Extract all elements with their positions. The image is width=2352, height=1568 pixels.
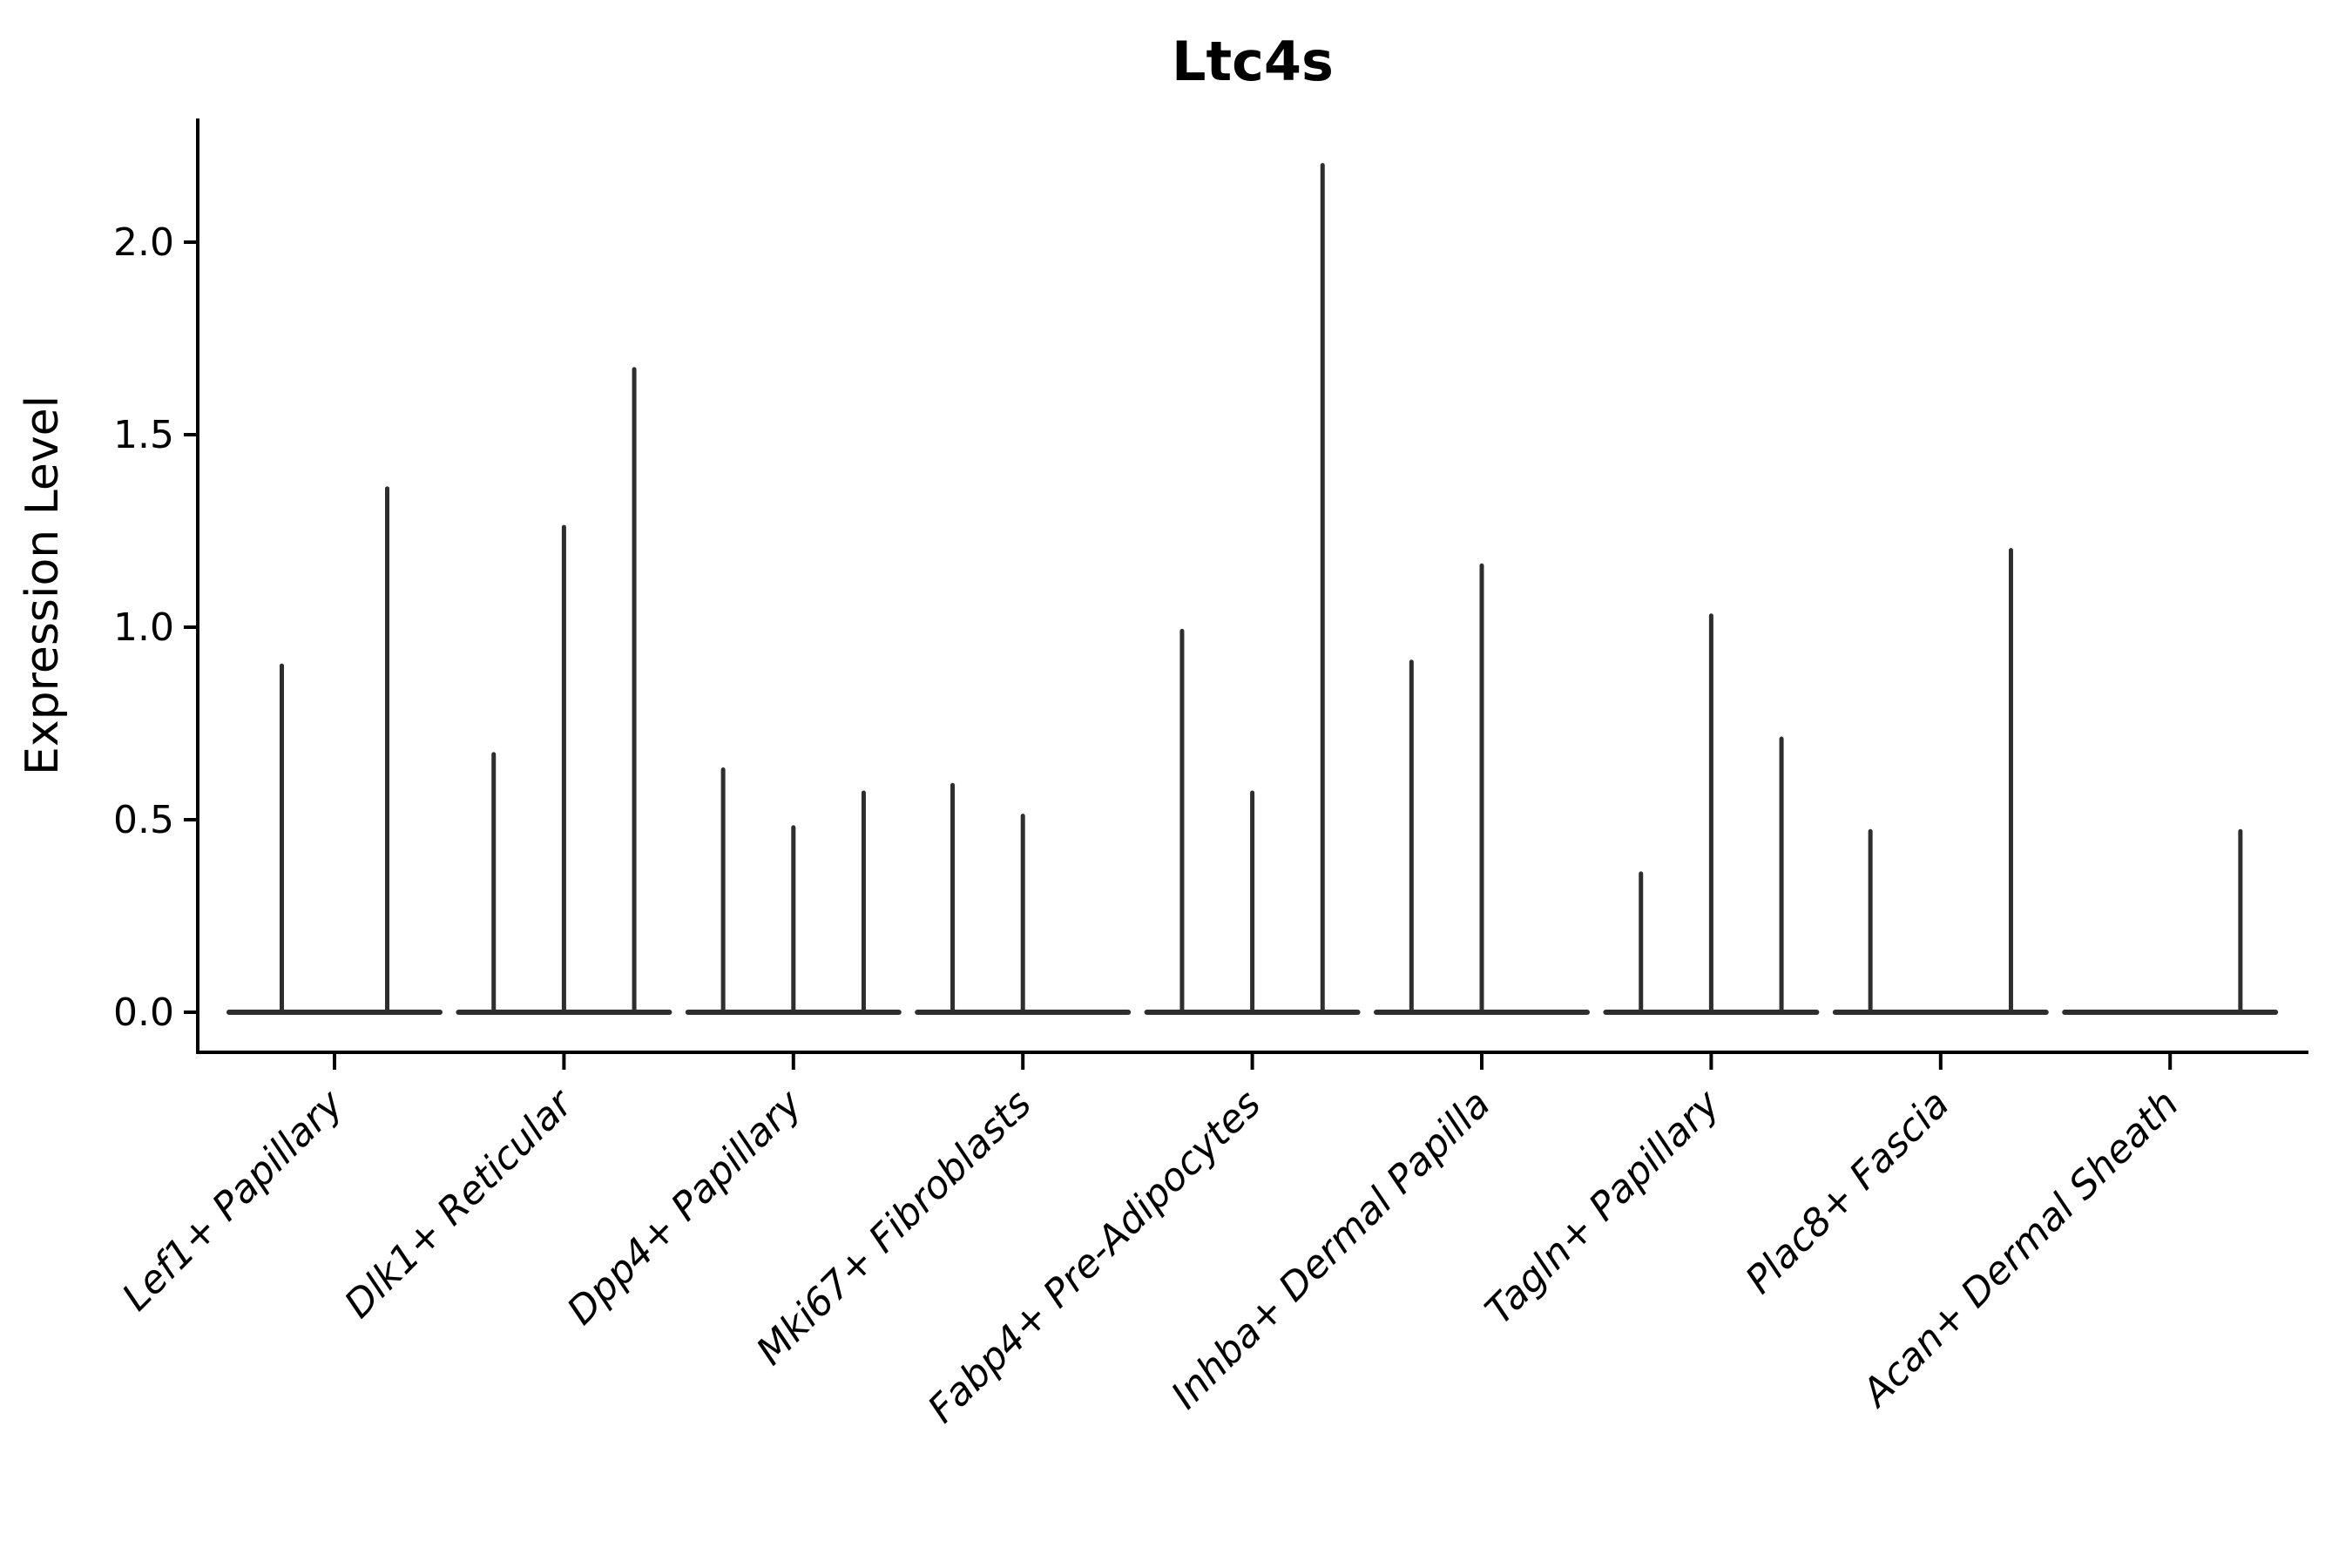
x-tick-label: Tagln+ Papillary	[1477, 1081, 1728, 1333]
x-tick-label: Dpp4+ Papillary	[559, 1081, 812, 1334]
chart-title: Ltc4s	[1172, 30, 1334, 93]
y-tick-label: 0.5	[113, 798, 174, 842]
x-tick-label: Plac8+ Fascia	[1737, 1082, 1957, 1302]
y-axis-label: Expression Level	[17, 395, 69, 775]
y-tick-label: 1.5	[113, 413, 174, 457]
y-tick-label: 0.0	[113, 990, 174, 1035]
x-tick-label: Dlk1+ Reticular	[336, 1080, 583, 1327]
y-tick-label: 1.0	[113, 605, 174, 650]
x-tick-label: Lef1+ Papillary	[114, 1081, 353, 1320]
y-tick-label: 2.0	[113, 220, 174, 265]
